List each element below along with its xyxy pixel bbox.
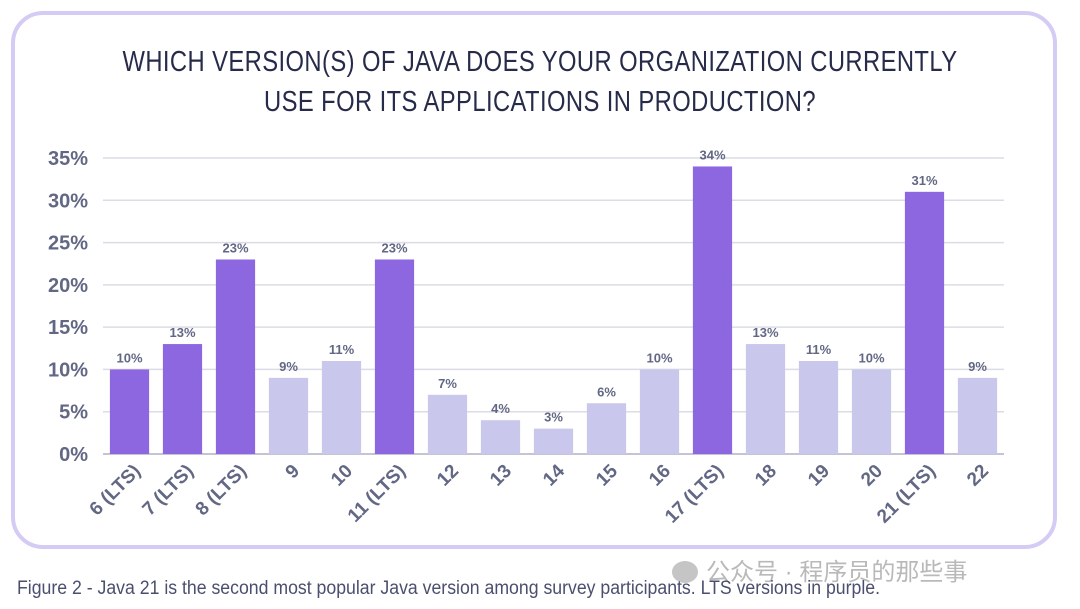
data-label: 13% [752,325,778,340]
x-tick-label: 15 [592,460,622,490]
x-tick-label: 9 [282,461,304,483]
y-tick-label: 5% [59,402,88,424]
bar [480,420,521,454]
y-tick-label: 0% [59,444,88,466]
bar [692,166,733,454]
data-label: 9% [968,359,987,374]
bar [321,360,362,454]
data-label: 7% [438,376,457,391]
watermark: 公众号 · 程序员的那些事 [672,552,967,587]
bar [162,344,203,454]
data-label: 34% [699,147,725,162]
data-label: 10% [116,350,142,365]
x-tick-label: 20 [857,461,887,491]
title-line-2: USE FOR ITS APPLICATIONS IN PRODUCTION? [263,86,817,118]
y-tick-label: 35% [48,148,88,170]
x-tick-label: 18 [751,461,781,491]
x-tick-label: 6 (LTS) [86,461,145,520]
x-tick-label: 8 (LTS) [192,461,251,520]
x-tick-label: 14 [539,460,569,490]
bar [586,403,627,454]
bar [533,428,574,454]
bar [268,377,309,454]
bar [957,377,998,454]
chart-title: WHICH VERSION(S) OF JAVA DOES YOUR ORGAN… [97,42,983,122]
bar [639,369,680,454]
data-label: 11% [329,342,355,357]
data-label: 4% [491,401,510,416]
bar [109,369,150,454]
data-label: 11% [806,342,832,357]
y-tick-label: 20% [48,275,88,297]
data-label: 23% [381,240,407,255]
bar [904,191,945,455]
data-label: 6% [597,384,616,399]
data-label: 31% [911,173,937,188]
bar [215,259,256,454]
x-tick-label: 11 (LTS) [344,461,410,527]
x-tick-label: 13 [486,461,516,491]
data-label: 13% [169,325,195,340]
x-tick-label: 21 (LTS) [873,461,940,528]
x-tick-label: 10 [327,461,357,491]
x-tick-label: 12 [433,461,463,491]
bar [851,369,892,454]
figure-caption: Figure 2 - Java 21 is the second most po… [17,578,880,599]
x-tick-label: 7 (LTS) [139,461,198,520]
data-label: 23% [222,240,248,255]
x-tick-label: 22 [963,461,993,491]
wechat-icon [672,561,698,583]
y-tick-label: 25% [48,233,88,255]
chart-frame [11,11,1057,549]
watermark-text: 公众号 · 程序员的那些事 [706,559,968,586]
x-tick-label: 19 [804,461,834,491]
x-tick-label: 17 (LTS) [661,461,728,528]
bar [798,360,839,454]
data-label: 9% [279,359,298,374]
data-label: 3% [544,410,563,425]
bar [374,259,415,454]
data-label: 10% [646,350,672,365]
bar [427,394,468,454]
title-line-1: WHICH VERSION(S) OF JAVA DOES YOUR ORGAN… [122,46,958,78]
y-tick-label: 10% [48,359,88,381]
bar [745,344,786,454]
y-tick-label: 15% [48,317,88,339]
y-tick-label: 30% [48,190,88,212]
data-label: 10% [858,350,884,365]
x-tick-label: 16 [645,461,675,491]
